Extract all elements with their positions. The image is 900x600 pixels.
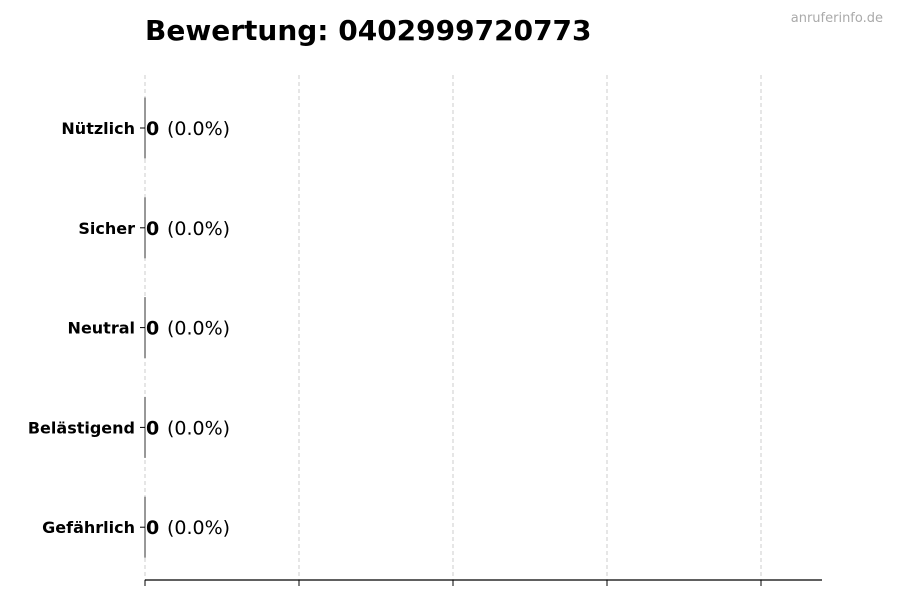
value-label: 0 [146, 517, 159, 539]
value-label: 0 [146, 218, 159, 240]
percent-label: (0.0%) [167, 517, 230, 539]
category-label: Neutral [68, 319, 135, 338]
category-label: Nützlich [61, 119, 135, 138]
percent-label: (0.0%) [167, 118, 230, 140]
value-label: 0 [146, 318, 159, 340]
percent-label: (0.0%) [167, 218, 230, 240]
value-label: 0 [146, 417, 159, 439]
value-label: 0 [146, 118, 159, 140]
category-label: Belästigend [28, 418, 135, 437]
percent-label: (0.0%) [167, 417, 230, 439]
category-label: Sicher [78, 219, 135, 238]
category-label: Gefährlich [42, 518, 135, 537]
chart-title: Bewertung: 0402999720773 [145, 14, 592, 47]
watermark: anruferinfo.de [791, 11, 883, 26]
percent-label: (0.0%) [167, 318, 230, 340]
